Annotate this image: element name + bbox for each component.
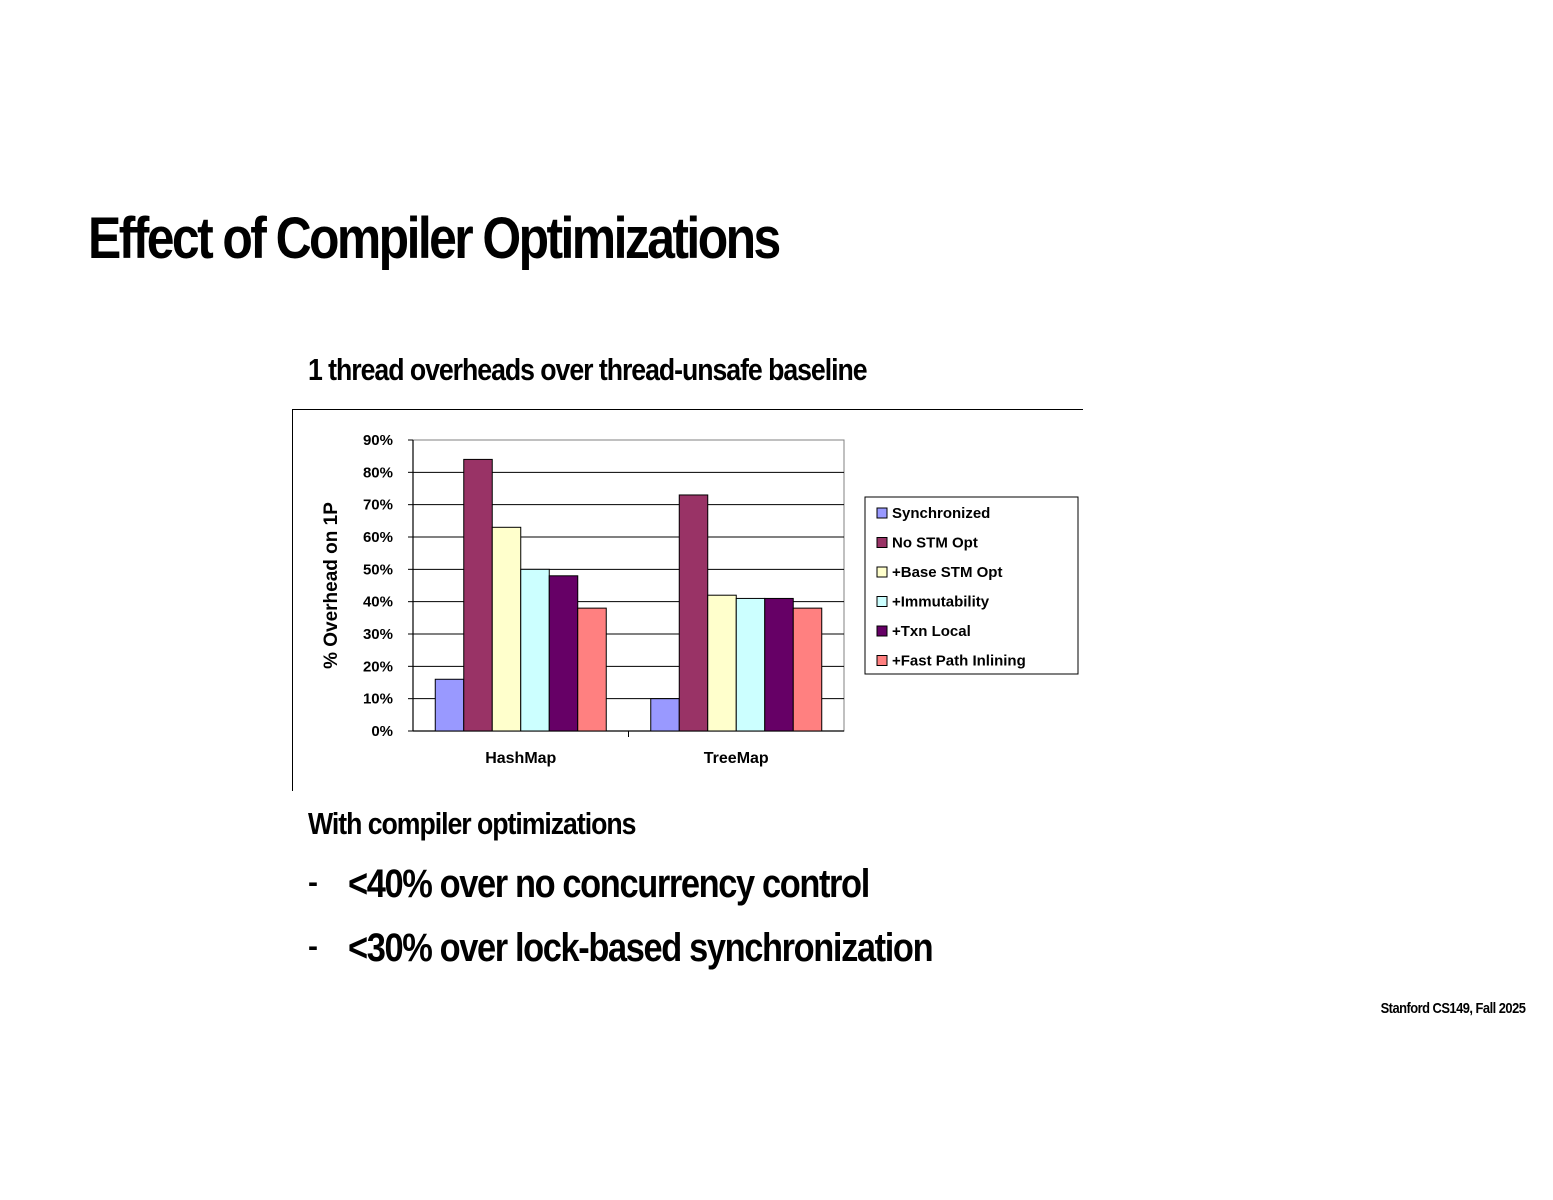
- bar-synchronized: [434, 678, 465, 732]
- legend-swatch: [876, 625, 888, 637]
- bullet-text: <30% over lock-based synchronization: [348, 926, 934, 970]
- y-tick-label: 0%: [371, 723, 393, 740]
- y-tick-label: 30%: [363, 626, 393, 643]
- legend-label: +Immutability: [892, 594, 990, 611]
- bullet-text: <40% over no concurrency control: [348, 862, 870, 906]
- x-category-label: HashMap: [485, 750, 556, 767]
- bar-immutability: [520, 568, 550, 732]
- bullet-marker: -: [308, 866, 318, 899]
- bar-base-stm-opt: [707, 594, 737, 732]
- bar-txn-local: [548, 575, 579, 732]
- legend-swatch: [876, 537, 888, 548]
- legend-label: +Fast Path Inlining: [892, 653, 1026, 670]
- legend-box: [864, 496, 1079, 675]
- bar-fast-path-inlining: [577, 607, 607, 732]
- legend-label: +Base STM Opt: [892, 564, 1002, 581]
- bar-fast-path-inlining: [792, 607, 823, 732]
- overhead-bar-chart: 0% 10% 20% 30% 40% 50% 60% 70% 80% 90% HashMap Tree…: [321, 432, 1079, 767]
- chart-frame: 0% 10% 20% 30% 40% 50% 60% 70% 80% 90% HashMap Tree…: [292, 409, 1083, 791]
- footer-course-label: Stanford CS149, Fall 2025: [1380, 1000, 1525, 1017]
- legend-swatch: [876, 596, 888, 607]
- y-tick-label: 10%: [363, 691, 393, 708]
- bar-immutability: [735, 597, 766, 732]
- y-tick-label: 50%: [363, 561, 393, 578]
- slide-title: Effect of Compiler Optimizations: [88, 206, 781, 271]
- legend-label: Synchronized: [892, 505, 990, 522]
- bar-synchronized: [650, 698, 680, 732]
- x-category-label: TreeMap: [704, 750, 769, 767]
- lead-text: With compiler optimizations: [308, 806, 636, 841]
- bar-base-stm-opt: [491, 526, 522, 732]
- legend-swatch: [876, 655, 888, 666]
- bar-txn-local: [764, 597, 794, 732]
- legend-swatch: [876, 507, 888, 519]
- y-tick-label: 40%: [363, 594, 393, 611]
- y-tick-label: 60%: [363, 529, 393, 546]
- y-tick-label: 90%: [363, 432, 393, 449]
- y-tick-label: 20%: [363, 658, 393, 675]
- bullet-marker: -: [308, 930, 318, 963]
- legend-swatch: [876, 566, 888, 578]
- y-axis-label: % Overhead on 1P: [321, 502, 342, 669]
- legend-label: +Txn Local: [892, 623, 971, 640]
- legend-label: No STM Opt: [892, 535, 978, 552]
- chart-heading: 1 thread overheads over thread-unsafe ba…: [308, 352, 868, 387]
- bar-no-stm-opt: [463, 458, 493, 732]
- y-tick-label: 70%: [363, 497, 393, 514]
- y-tick-label: 80%: [363, 464, 393, 481]
- bar-no-stm-opt: [678, 494, 709, 732]
